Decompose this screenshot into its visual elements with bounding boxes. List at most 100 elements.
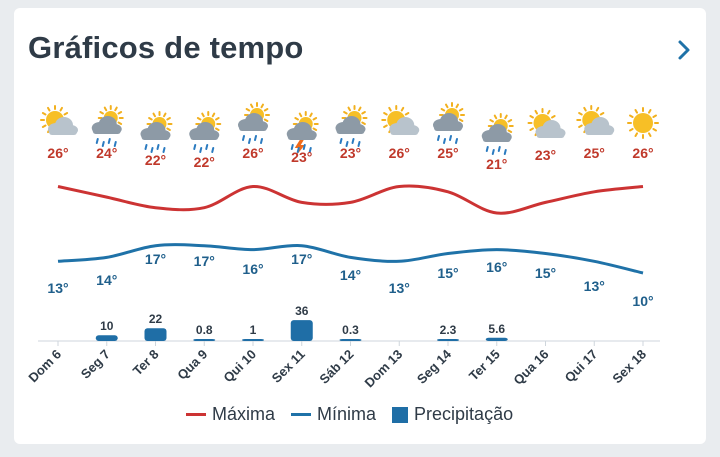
max-temp-label: 25° <box>437 145 458 161</box>
rain-drop <box>254 135 257 141</box>
sun-ray <box>634 109 638 114</box>
sun-ray <box>440 108 446 112</box>
chart-legend: Máxima Mínima Precipitação <box>186 404 513 425</box>
rain-drop <box>242 135 245 141</box>
rain-drop <box>491 149 495 155</box>
sun-ray <box>41 124 47 128</box>
sun-ray <box>47 106 51 112</box>
min-temp-label: 15° <box>437 265 458 281</box>
rain-drop <box>150 147 154 153</box>
max-temp-label: 22° <box>194 154 215 170</box>
precip-value-label: 10 <box>100 319 114 333</box>
cloud-base <box>239 125 267 131</box>
x-tick-label: Sáb 12 <box>316 347 356 387</box>
cloud-base <box>434 125 462 131</box>
sun-ray <box>400 106 405 112</box>
sun-ray <box>309 112 313 118</box>
sun-ray <box>343 111 348 115</box>
sun-ray <box>117 121 123 125</box>
sun-ray <box>260 103 264 109</box>
min-temp-label: 14° <box>340 267 361 283</box>
sun-ray <box>547 109 551 115</box>
rain-drop <box>351 138 355 144</box>
rain-drop <box>357 141 361 147</box>
partly-cloudy-icon <box>576 105 615 135</box>
rain-drop <box>339 138 343 144</box>
min-temp-label: 17° <box>145 251 166 267</box>
precip-value-label: 0.8 <box>196 323 213 337</box>
precip-value-label: 36 <box>295 304 309 318</box>
rain-drop <box>205 144 209 150</box>
rain-drop <box>485 146 489 152</box>
sun-ray <box>211 112 216 118</box>
sun-ray <box>63 112 69 116</box>
rain-drop <box>290 144 294 150</box>
sun-ray <box>294 117 299 121</box>
sun-ray <box>245 108 251 112</box>
sun-ray <box>489 119 494 123</box>
sun-ray <box>404 112 410 116</box>
rain-drop <box>497 146 501 152</box>
sun-ray <box>383 112 388 116</box>
min-temp-label: 13° <box>584 278 605 294</box>
min-temp-label: 17° <box>194 253 215 269</box>
sun-ray <box>493 114 498 120</box>
rain-drop <box>443 138 446 144</box>
sun-cloud-rain-icon <box>91 105 124 147</box>
rain-drop <box>260 138 263 144</box>
min-temp-label: 17° <box>291 251 312 267</box>
sun-ray <box>250 103 254 109</box>
partly-cloudy-icon <box>40 105 78 135</box>
sun-ray <box>201 112 205 118</box>
cloud-base <box>49 129 77 135</box>
legend-item-precip[interactable]: Precipitação <box>392 404 513 425</box>
sun-ray <box>629 114 634 118</box>
min-temp-label: 10° <box>632 293 653 309</box>
x-tick-label: Qua 9 <box>174 347 210 383</box>
legend-item-max[interactable]: Máxima <box>186 404 275 425</box>
x-tick-label: Qui 10 <box>220 347 259 386</box>
sun-ray <box>507 119 513 123</box>
sun-ray <box>114 106 118 112</box>
precip-bar <box>242 339 264 341</box>
sun-ray <box>215 127 220 131</box>
rain-drop <box>503 149 507 155</box>
x-tick-label: Seg 14 <box>414 346 455 387</box>
max-temp-label: 23° <box>291 149 312 165</box>
cloud-base <box>585 129 614 135</box>
max-temp-label: 26° <box>389 145 410 161</box>
rain-drop <box>95 138 99 144</box>
sun-cloud-rain-icon <box>189 111 222 153</box>
x-tick-label: Ter 15 <box>466 347 503 384</box>
rain-drop <box>144 144 148 150</box>
rain-drop <box>156 144 160 150</box>
precip-value-label: 0.3 <box>342 323 359 337</box>
sun-ray <box>196 117 202 121</box>
partly-cloudy-icon <box>381 105 420 135</box>
x-tick-label: Dom 13 <box>362 347 406 391</box>
sun-ray <box>507 129 513 133</box>
rain-drop <box>107 138 111 144</box>
min-temp-label: 16° <box>242 261 263 277</box>
sun-ray <box>59 106 63 112</box>
max-temp-line <box>57 184 644 215</box>
sun-cloud-rain-icon <box>481 113 514 155</box>
legend-item-min[interactable]: Mínima <box>291 404 376 425</box>
max-temp-label: 26° <box>632 145 653 161</box>
weather-chart-card: Gráficos de tempo 26° 24° 22° 22° 26° 23° 23° 2… <box>14 8 706 444</box>
chevron-right-icon[interactable] <box>672 38 696 62</box>
min-temp-label: 16° <box>486 259 507 275</box>
cloud-base <box>390 129 419 135</box>
precip-value-label: 5.6 <box>488 322 505 336</box>
sun-ray <box>583 106 587 112</box>
sun-ray <box>117 111 123 115</box>
x-tick-label: Dom 6 <box>25 347 64 386</box>
rain-drop <box>449 135 452 141</box>
rain-drop <box>199 147 203 153</box>
sun-cloud-rain-icon <box>335 105 368 147</box>
sun-ray <box>215 117 220 121</box>
rain-drop <box>211 147 215 153</box>
max-temp-label: 22° <box>145 152 166 168</box>
max-temp-label: 25° <box>584 145 605 161</box>
sun-ray <box>578 112 583 116</box>
